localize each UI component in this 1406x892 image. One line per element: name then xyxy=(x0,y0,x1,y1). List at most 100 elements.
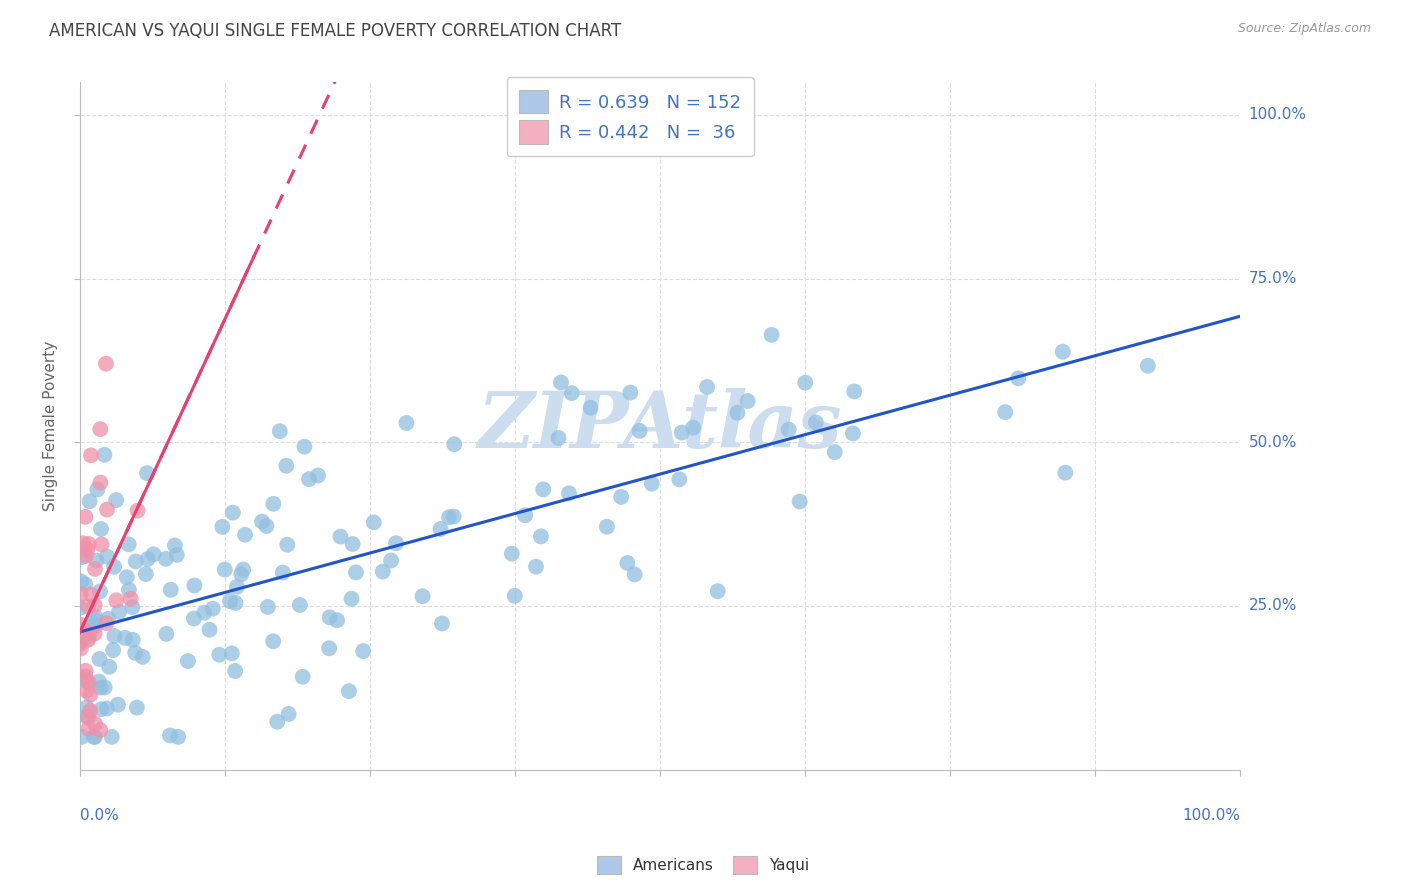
Point xyxy=(340,591,363,606)
Point xyxy=(211,520,233,534)
Point xyxy=(105,593,128,607)
Point xyxy=(550,376,572,390)
Point xyxy=(75,549,97,563)
Point xyxy=(628,424,651,438)
Point xyxy=(1007,371,1029,385)
Point xyxy=(69,637,91,651)
Point xyxy=(155,551,177,566)
Point xyxy=(778,423,800,437)
Text: Source: ZipAtlas.com: Source: ZipAtlas.com xyxy=(1237,22,1371,36)
Point xyxy=(524,559,547,574)
Point xyxy=(76,683,98,698)
Point xyxy=(77,632,100,647)
Point xyxy=(86,483,108,497)
Point xyxy=(844,384,866,399)
Point xyxy=(221,646,243,660)
Point xyxy=(163,539,186,553)
Point xyxy=(96,701,118,715)
Point xyxy=(1052,344,1074,359)
Point xyxy=(183,611,205,625)
Point xyxy=(224,596,246,610)
Legend: Americans, Yaqui: Americans, Yaqui xyxy=(591,850,815,880)
Point xyxy=(69,641,91,656)
Point xyxy=(668,472,690,486)
Point xyxy=(96,502,118,516)
Point xyxy=(77,631,100,645)
Point xyxy=(142,547,165,561)
Point xyxy=(222,506,245,520)
Point xyxy=(761,327,783,342)
Point xyxy=(412,589,434,603)
Point xyxy=(90,702,112,716)
Point xyxy=(208,648,231,662)
Point xyxy=(276,458,298,473)
Point xyxy=(166,548,188,562)
Point xyxy=(596,520,619,534)
Point xyxy=(558,486,581,500)
Point xyxy=(201,601,224,615)
Point xyxy=(671,425,693,440)
Point xyxy=(125,700,148,714)
Point xyxy=(90,522,112,536)
Point xyxy=(131,649,153,664)
Point xyxy=(155,627,177,641)
Point xyxy=(124,646,146,660)
Point xyxy=(69,635,91,649)
Point xyxy=(94,357,117,371)
Point xyxy=(89,723,111,737)
Point xyxy=(105,493,128,508)
Text: 0.0%: 0.0% xyxy=(80,808,118,823)
Point xyxy=(294,440,316,454)
Point xyxy=(136,552,159,566)
Point xyxy=(159,728,181,742)
Point xyxy=(262,497,284,511)
Point xyxy=(262,634,284,648)
Point xyxy=(530,529,553,543)
Legend: R = 0.639   N = 152, R = 0.442   N =  36: R = 0.639 N = 152, R = 0.442 N = 36 xyxy=(506,78,754,156)
Point xyxy=(79,688,101,702)
Point xyxy=(121,632,143,647)
Point xyxy=(84,562,107,576)
Point xyxy=(1054,466,1077,480)
Point xyxy=(96,549,118,564)
Point xyxy=(96,616,118,631)
Point xyxy=(77,675,100,690)
Point xyxy=(84,614,107,628)
Point xyxy=(430,616,453,631)
Point xyxy=(725,406,748,420)
Point xyxy=(70,550,93,565)
Point xyxy=(288,598,311,612)
Point xyxy=(291,670,314,684)
Text: 75.0%: 75.0% xyxy=(1249,271,1296,286)
Point xyxy=(371,565,394,579)
Point xyxy=(385,536,408,550)
Point xyxy=(70,730,93,744)
Point xyxy=(125,554,148,568)
Point xyxy=(794,376,817,390)
Point xyxy=(127,503,149,517)
Point xyxy=(224,664,246,678)
Text: 50.0%: 50.0% xyxy=(1249,434,1296,450)
Point xyxy=(77,722,100,736)
Point xyxy=(75,673,97,688)
Point xyxy=(93,448,115,462)
Point xyxy=(84,730,107,744)
Point xyxy=(77,599,100,614)
Point xyxy=(70,670,93,684)
Point xyxy=(276,538,298,552)
Point xyxy=(72,536,94,550)
Point xyxy=(842,426,865,441)
Point xyxy=(77,537,100,551)
Point xyxy=(75,509,97,524)
Point xyxy=(342,537,364,551)
Point xyxy=(298,472,321,486)
Point xyxy=(69,587,91,601)
Point xyxy=(231,567,253,582)
Point xyxy=(70,574,93,589)
Point xyxy=(177,654,200,668)
Point xyxy=(706,584,728,599)
Point xyxy=(352,644,374,658)
Point xyxy=(135,566,157,581)
Point xyxy=(344,566,367,580)
Point xyxy=(271,566,294,580)
